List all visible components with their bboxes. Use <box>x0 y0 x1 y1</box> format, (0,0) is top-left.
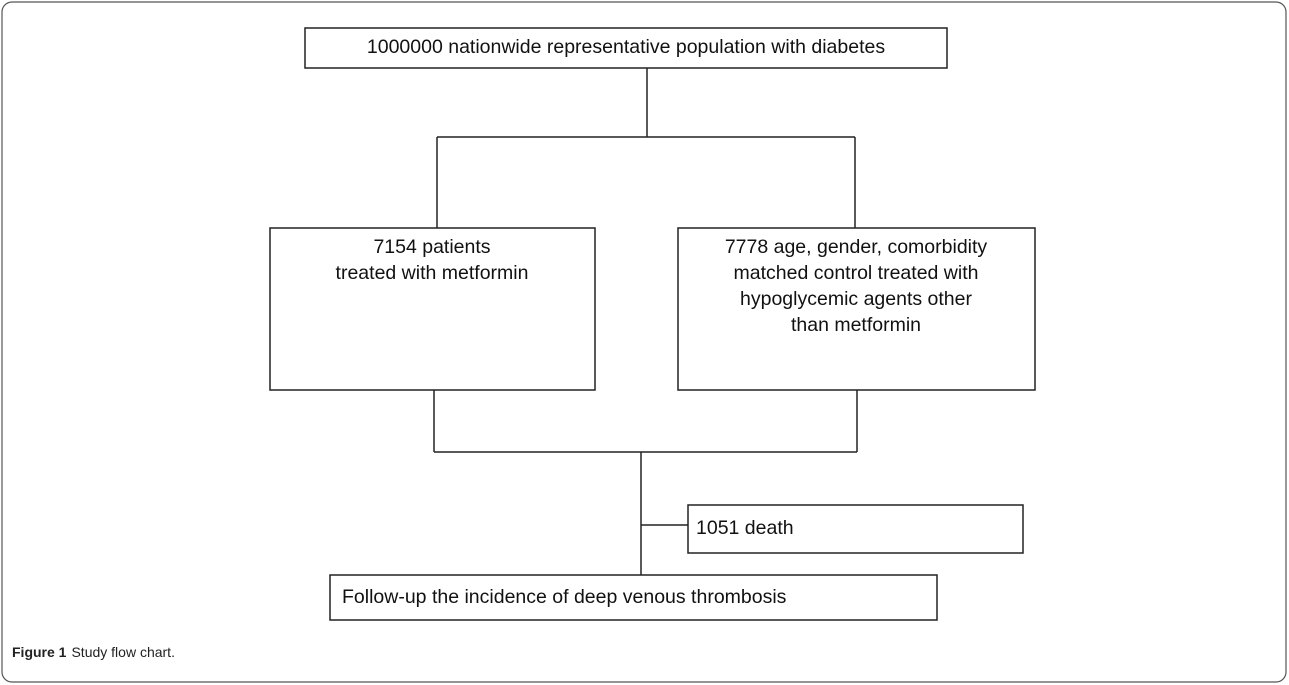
node-texts: 1000000 nationwide representative popula… <box>336 36 988 608</box>
node-text: 1000000 nationwide representative popula… <box>367 36 885 58</box>
node-text: hypoglycemic agents other <box>740 288 972 310</box>
node-box <box>269 227 596 391</box>
node-box <box>304 27 948 69</box>
node-text: Follow-up the incidence of deep venous t… <box>342 586 787 608</box>
caption-text: Study flow chart. <box>71 644 175 660</box>
node-box <box>687 504 1024 554</box>
caption: Figure 1 Study flow chart. <box>12 644 175 660</box>
node-text: than metformin <box>791 314 921 336</box>
node-text: 7778 age, gender, comorbidity <box>725 236 988 258</box>
node-box <box>329 574 938 621</box>
node-text: 1051 death <box>696 517 794 539</box>
connectors <box>433 68 858 575</box>
node-text: matched control treated with <box>734 262 979 284</box>
node-box <box>677 227 1036 391</box>
node-text: 7154 patients <box>373 236 490 258</box>
caption-label: Figure 1 <box>12 644 67 660</box>
node-text: treated with metformin <box>336 262 529 284</box>
